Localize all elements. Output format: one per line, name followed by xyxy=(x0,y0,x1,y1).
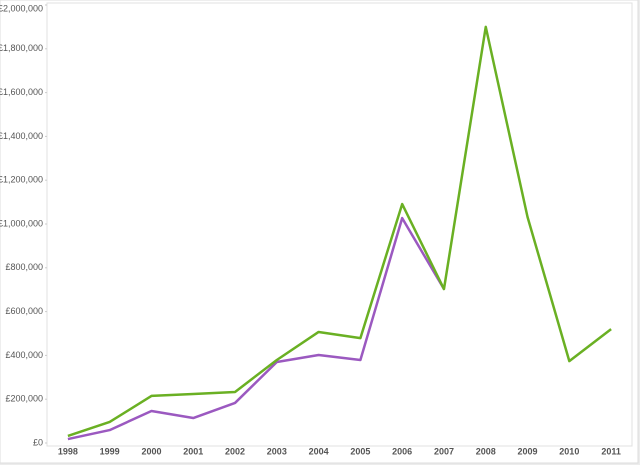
x-tick-label: 2009 xyxy=(518,446,538,456)
x-tick-label: 2010 xyxy=(559,446,579,456)
y-tick-label: £600,000 xyxy=(5,306,43,316)
x-tick-label: 2008 xyxy=(476,446,496,456)
y-tick-label: £1,800,000 xyxy=(0,43,43,53)
x-tick-label: 2005 xyxy=(350,446,370,456)
y-tick-label: £1,000,000 xyxy=(0,218,43,228)
x-tick-label: 2007 xyxy=(434,446,454,456)
y-tick-label: £1,200,000 xyxy=(0,175,43,185)
x-tick-label: 1999 xyxy=(100,446,120,456)
y-tick-label: £1,400,000 xyxy=(0,131,43,141)
y-tick-label: £1,600,000 xyxy=(0,87,43,97)
x-tick-label: 2006 xyxy=(392,446,412,456)
series-line xyxy=(67,216,446,441)
y-tick-label: £0 xyxy=(33,437,43,447)
y-tick-label: £200,000 xyxy=(5,394,43,404)
x-tick-label: 2004 xyxy=(309,446,329,456)
y-tick-label: £400,000 xyxy=(5,350,43,360)
y-tick-label: £800,000 xyxy=(5,262,43,272)
x-tick-label: 2003 xyxy=(267,446,287,456)
x-tick-label: 2011 xyxy=(601,446,621,456)
x-tick-label: 2001 xyxy=(183,446,203,456)
y-tick-label: £2,000,000 xyxy=(0,3,43,13)
x-tick-label: 2002 xyxy=(225,446,245,456)
x-tick-label: 2000 xyxy=(141,446,161,456)
x-tick-label: 1998 xyxy=(58,446,78,456)
series-line xyxy=(67,25,612,438)
